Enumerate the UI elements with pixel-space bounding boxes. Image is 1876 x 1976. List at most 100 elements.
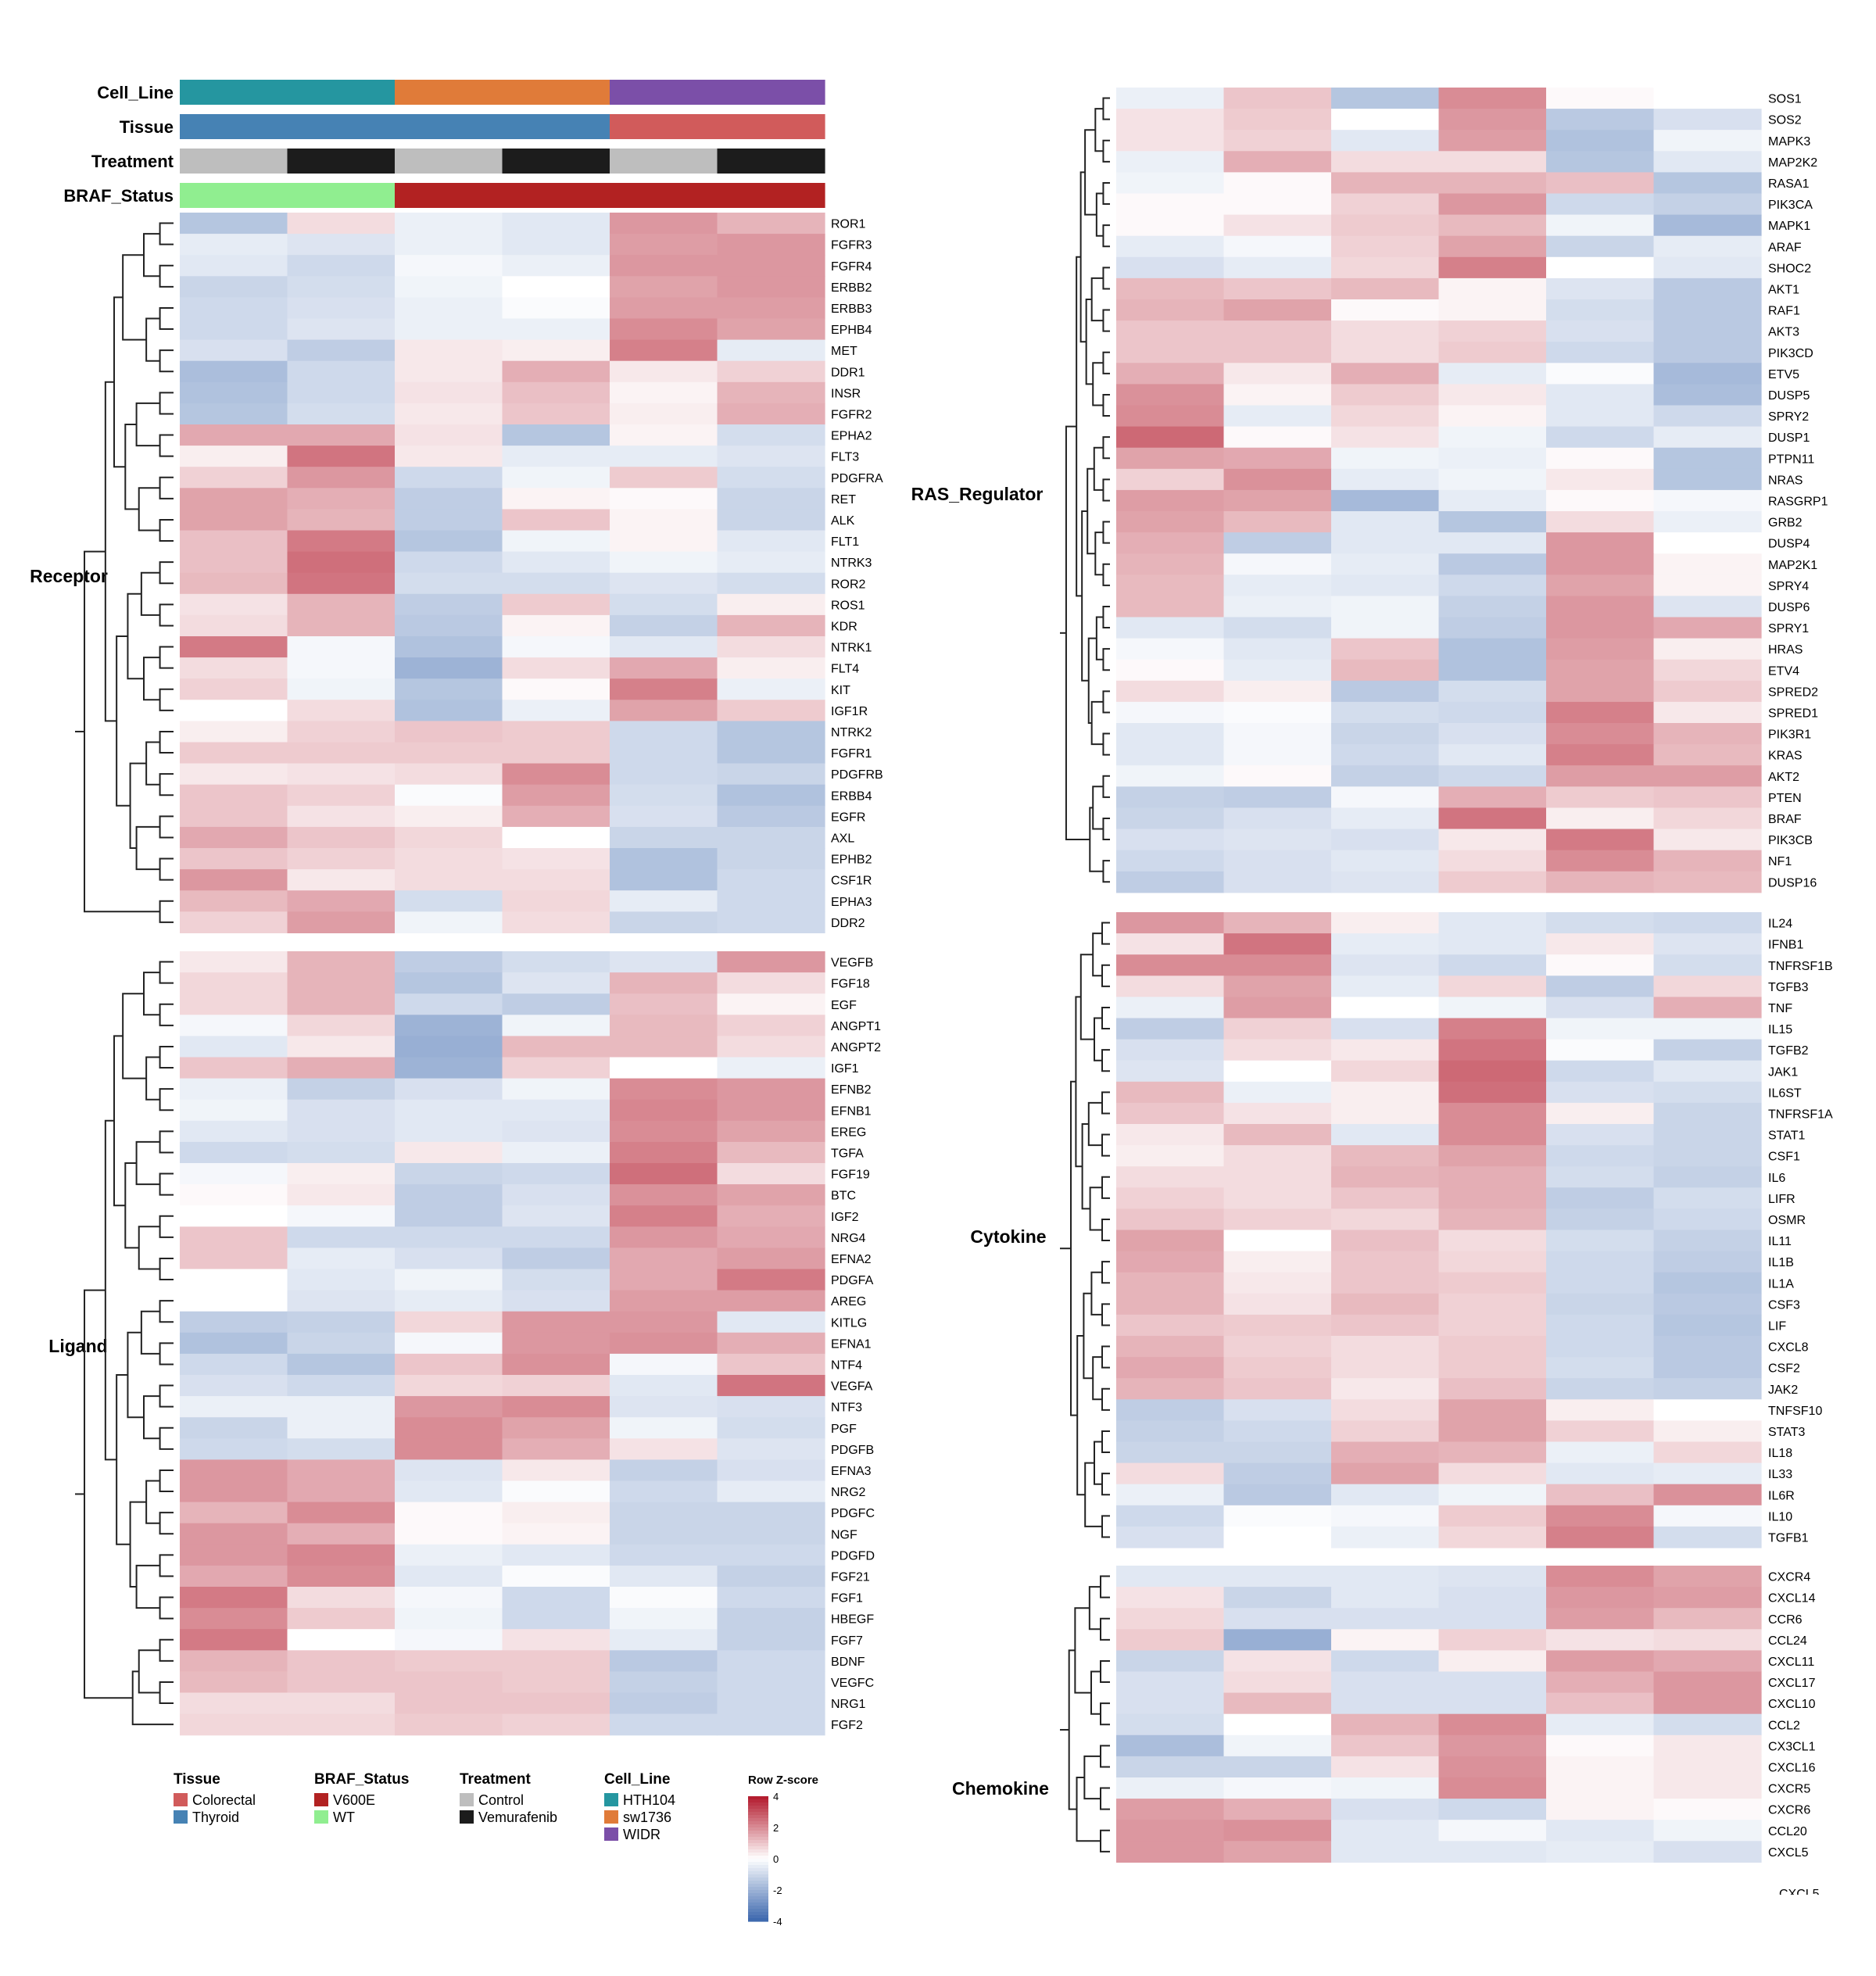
heatmap-cell xyxy=(1223,256,1332,279)
gene-label: FGFR2 xyxy=(831,408,872,421)
heatmap-cell xyxy=(717,424,825,446)
heatmap-cell xyxy=(180,1375,288,1397)
heatmap-cell xyxy=(1438,1777,1547,1799)
gene-label: SOS1 xyxy=(1768,93,1802,106)
heatmap-cell xyxy=(610,1141,718,1164)
gene-label: EFNA3 xyxy=(831,1465,872,1478)
heatmap-cell xyxy=(1223,1187,1332,1209)
heatmap-cell xyxy=(1331,235,1440,258)
heatmap-cell xyxy=(1331,1230,1440,1252)
heatmap-cell xyxy=(180,1671,288,1694)
dendrogram-branch xyxy=(159,1045,174,1069)
heatmap-cell xyxy=(395,972,503,994)
heatmap-cell xyxy=(180,1692,288,1715)
heatmap-cell xyxy=(180,1523,288,1545)
heatmap-cell xyxy=(502,1057,610,1079)
heatmap-cell xyxy=(180,1226,288,1248)
heatmap-cell xyxy=(1438,1187,1547,1209)
heatmap-cell xyxy=(1438,193,1547,216)
gene-label: EPHB4 xyxy=(831,324,872,337)
heatmap-cell xyxy=(180,1141,288,1164)
heatmap-cell xyxy=(287,276,396,298)
heatmap-cell xyxy=(1546,1629,1655,1651)
heatmap-cell xyxy=(1223,1608,1332,1630)
dendrogram-branch xyxy=(1101,1473,1110,1496)
heatmap-cell xyxy=(1116,1608,1225,1630)
gene-label: IL10 xyxy=(1768,1510,1792,1523)
heatmap-cell xyxy=(610,1226,718,1248)
heatmap-cell xyxy=(395,1332,503,1355)
dendrogram-branch xyxy=(138,1649,160,1694)
color-scale-segment xyxy=(748,1881,768,1885)
heatmap-cell xyxy=(610,1120,718,1143)
heatmap-cell xyxy=(395,1375,503,1397)
heatmap-cell xyxy=(1438,1692,1547,1715)
heatmap-cell xyxy=(287,318,396,341)
heatmap-cell xyxy=(610,1248,718,1270)
gene-label: FGFR1 xyxy=(831,747,872,761)
heatmap-cell xyxy=(287,1713,396,1736)
heatmap-cell xyxy=(1331,680,1440,703)
heatmap-cell xyxy=(1438,744,1547,766)
gene-label: BRAF xyxy=(1768,813,1802,826)
gene-label: TNFRSF1A xyxy=(1768,1108,1833,1121)
heatmap-cell xyxy=(287,911,396,933)
heatmap-cell xyxy=(1223,786,1332,808)
heatmap-cell xyxy=(1546,447,1655,470)
heatmap-cell xyxy=(1546,1713,1655,1736)
heatmap-cell xyxy=(717,1587,825,1609)
heatmap-cell xyxy=(180,1417,288,1439)
color-scale-title: Row Z-score xyxy=(748,1774,818,1787)
legend-item-label: WT xyxy=(333,1810,355,1825)
heatmap-cell xyxy=(1223,1441,1332,1464)
gene-label: CXCL10 xyxy=(1768,1698,1816,1711)
legend-title-tissue: Tissue xyxy=(174,1771,220,1788)
dendrogram-branch xyxy=(1100,1745,1110,1768)
gene-label: NTRK3 xyxy=(831,557,872,570)
heatmap-cell xyxy=(1653,1820,1762,1842)
heatmap-cell xyxy=(1653,235,1762,258)
heatmap-cell xyxy=(395,1459,503,1482)
dendrogram-branch xyxy=(1089,1187,1102,1231)
heatmap-cell xyxy=(1653,1293,1762,1316)
heatmap-cell xyxy=(502,551,610,574)
dendrogram-branch xyxy=(159,1088,174,1112)
gene-label: TNFSF10 xyxy=(1768,1405,1822,1418)
annotation-cell-braf xyxy=(502,183,610,208)
annotation-cell-treatment xyxy=(180,149,288,174)
heatmap-cell xyxy=(1546,680,1655,703)
heatmap-cell xyxy=(287,657,396,679)
heatmap-cell xyxy=(1223,109,1332,131)
heatmap-cell xyxy=(180,297,288,320)
heatmap-cell xyxy=(717,1565,825,1588)
gene-label: DDR2 xyxy=(831,917,865,930)
heatmap-cell xyxy=(1653,532,1762,554)
heatmap-cell xyxy=(502,1396,610,1418)
heatmap-cell xyxy=(1331,1734,1440,1757)
annotation-cell-treatment xyxy=(610,149,718,174)
heatmap-cell xyxy=(1653,1357,1762,1379)
heatmap-cell xyxy=(180,1353,288,1376)
gene-label: TGFB3 xyxy=(1768,981,1809,994)
heatmap-cell xyxy=(1116,235,1225,258)
heatmap-cell xyxy=(180,614,288,637)
heatmap-cell xyxy=(1331,1526,1440,1548)
heatmap-cell xyxy=(502,763,610,786)
dendrogram-branch xyxy=(1100,1617,1110,1641)
heatmap-cell xyxy=(180,551,288,574)
gene-label: EFNA2 xyxy=(831,1253,872,1266)
heatmap-cell xyxy=(717,805,825,828)
heatmap-cell xyxy=(502,1459,610,1482)
dendrogram-branch xyxy=(1101,1345,1110,1369)
color-scale-segment xyxy=(748,1840,768,1844)
heatmap-cell xyxy=(395,1523,503,1545)
dendrogram-branch xyxy=(1101,1430,1110,1454)
heatmap-cell xyxy=(1653,807,1762,830)
heatmap-cell xyxy=(1223,1102,1332,1125)
heatmap-cell xyxy=(1116,1650,1225,1673)
heatmap-cell xyxy=(1223,1777,1332,1799)
heatmap-cell xyxy=(717,1480,825,1503)
heatmap-cell xyxy=(1223,384,1332,406)
heatmap-cell xyxy=(1116,1671,1225,1694)
heatmap-cell xyxy=(1223,1505,1332,1527)
